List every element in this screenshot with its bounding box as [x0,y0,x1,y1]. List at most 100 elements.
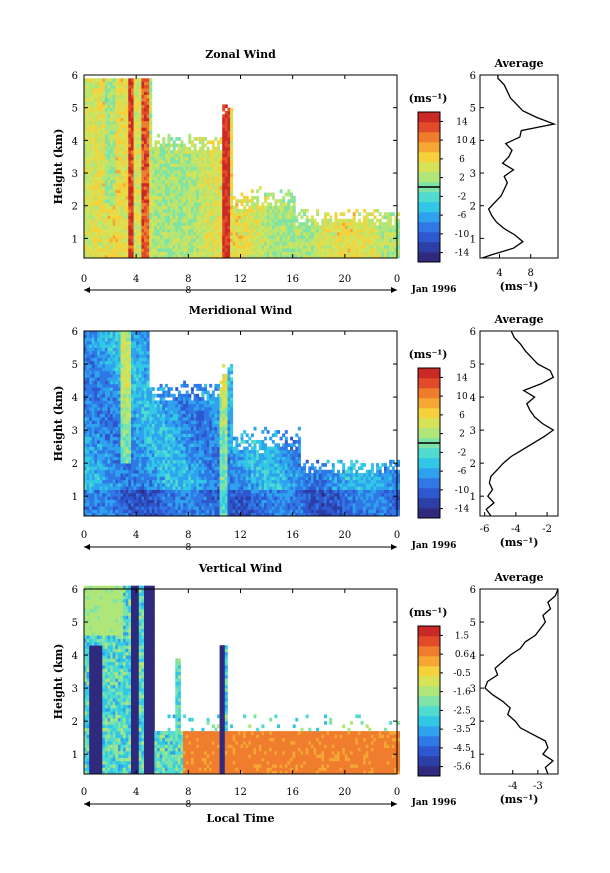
heatmap-cell [120,91,124,95]
heatmap-cell [172,143,176,148]
heatmap-cell [120,486,124,490]
heatmap-cell [167,225,171,229]
heatmap-cell [112,423,116,428]
heatmap-cell [110,127,114,131]
heatmap-cell [373,235,377,239]
heatmap-cell [183,182,187,187]
heatmap-cell [394,235,398,239]
heatmap-cell [193,199,197,203]
heatmap-cell [172,153,176,158]
heatmap-cell [204,209,207,213]
heatmap-cell [138,344,142,348]
heatmap-cell [310,225,314,229]
heatmap-cell [94,101,98,105]
heatmap-cell [89,340,93,345]
average-y-tick-label: 4 [470,136,476,147]
heatmap-cell [201,169,205,174]
heatmap-cell [112,101,116,105]
heatmap-cell [120,370,124,375]
heatmap-cell [235,209,239,213]
heatmap-cell [89,218,93,223]
heatmap-cell [266,215,270,220]
heatmap-cell [104,387,108,391]
heatmap-cell [141,254,145,259]
heatmap-cell [162,254,166,259]
heatmap-cell [128,430,132,434]
heatmap-cell [318,225,322,229]
heatmap-cell [167,140,171,145]
heatmap-cell [99,244,103,249]
heatmap-cell [115,360,119,365]
heatmap-cell [128,192,132,197]
heatmap-cell [170,143,174,148]
heatmap-cell [141,163,145,167]
heatmap-cell [146,91,150,95]
heatmap-cell [144,492,147,497]
heatmap-cell [146,166,150,171]
heatmap-cell [91,486,95,490]
heatmap-cell [204,143,207,148]
heatmap-cell [339,222,343,226]
heatmap-cell [97,209,100,213]
heatmap-cell [303,241,307,246]
heatmap-cell [91,146,95,151]
heatmap-cell [326,218,330,223]
heatmap-cell [232,215,236,220]
heatmap-cell [183,163,187,167]
heatmap-cell [295,248,299,252]
heatmap-cell [144,84,147,89]
heatmap-cell [381,244,385,249]
heatmap-cell [394,248,398,252]
heatmap-cell [230,222,234,226]
heatmap-cell [321,254,325,259]
heatmap-cell [110,88,114,92]
heatmap-cell [112,449,116,454]
heatmap-cell [104,117,108,122]
heatmap-cell [230,182,234,187]
heatmap-cell [104,483,108,487]
heatmap-cell [337,235,340,239]
heatmap-cell [120,81,124,86]
heatmap-cell [394,254,398,259]
heatmap-cell [329,225,333,229]
heatmap-cell [89,459,93,464]
heatmap-cell [89,241,93,246]
heatmap-cell [89,499,93,504]
heatmap-cell [222,195,226,200]
heatmap-cell [219,205,223,210]
heatmap-cell [123,337,127,342]
heatmap-cell [235,231,239,236]
heatmap-cell [84,367,87,371]
heatmap-cell [316,241,320,246]
heatmap-cell [91,166,95,171]
heatmap-cell [397,238,400,243]
heatmap-cell [258,222,262,226]
heatmap-cell [99,241,103,246]
heatmap-cell [363,241,367,246]
heatmap-cell [261,248,265,252]
heatmap-cell [84,492,87,497]
heatmap-cell [144,235,147,239]
heatmap-cell [261,235,265,239]
heatmap-cell [250,218,254,223]
heatmap-cell [125,383,129,388]
heatmap-cell [175,160,179,164]
heatmap-cell [97,133,100,138]
heatmap-cell [224,238,228,243]
heatmap-cell [112,140,116,145]
heatmap-cell [104,436,108,441]
heatmap-cell [188,173,192,177]
heatmap-cell [167,248,171,252]
heatmap-cell [167,166,171,171]
heatmap-cell [183,222,187,226]
heatmap-cell [149,225,153,229]
heatmap-cell [99,360,103,365]
heatmap-cell [110,101,114,105]
heatmap-cell [91,205,95,210]
heatmap-cell [94,420,98,424]
heatmap-cell [133,433,137,438]
heatmap-cell [112,354,116,358]
heatmap-cell [394,231,398,236]
heatmap-cell [91,469,95,474]
heatmap-cell [115,176,119,180]
